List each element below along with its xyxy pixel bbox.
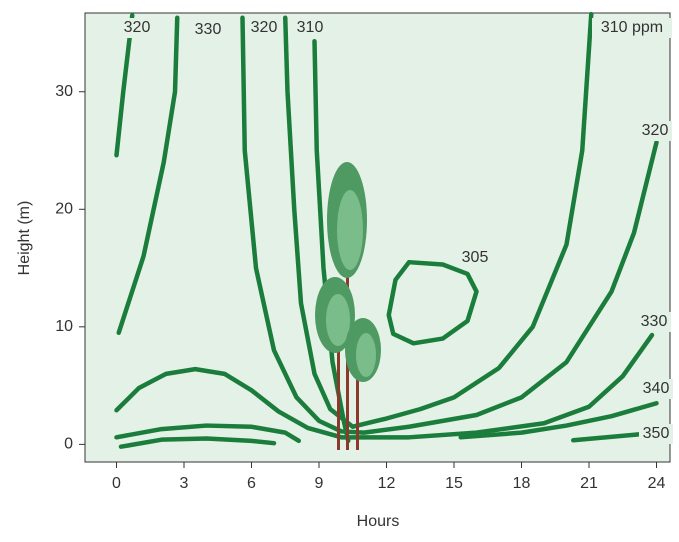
label-background <box>191 20 225 40</box>
plot-area <box>84 12 671 463</box>
contour-label: 320 <box>642 122 669 139</box>
y-tick-label: 20 <box>55 201 73 218</box>
x-tick-label: 18 <box>513 475 531 492</box>
contour-label: 305 <box>462 249 489 266</box>
label-background <box>120 18 154 38</box>
y-tick-label: 30 <box>55 83 73 100</box>
label-background <box>458 248 492 268</box>
label-background <box>639 379 673 399</box>
x-tick-label: 9 <box>315 475 324 492</box>
contour-line <box>339 332 655 440</box>
contour-line <box>283 11 594 429</box>
y-tick-label: 0 <box>64 436 73 453</box>
contour-line <box>386 259 479 346</box>
label-background <box>247 18 281 38</box>
label-background <box>639 424 673 444</box>
x-tick-label: 3 <box>180 475 189 492</box>
x-tick-label: 6 <box>247 475 256 492</box>
contour-label: 310 <box>297 19 324 36</box>
x-tick-label: 21 <box>580 475 598 492</box>
contour-label: 310 ppm <box>601 19 663 36</box>
contour-label: 330 <box>641 313 668 330</box>
label-background <box>293 18 327 38</box>
label-background <box>637 312 671 332</box>
contour-line <box>114 13 135 158</box>
contour-line <box>240 15 659 435</box>
contour-line <box>114 423 301 444</box>
label-background <box>638 121 672 141</box>
contour-line <box>118 436 277 449</box>
contour-label: 320 <box>124 19 151 36</box>
x-axis-label: Hours <box>357 513 400 530</box>
contour-line <box>571 432 641 443</box>
contour-label: 330 <box>195 21 222 38</box>
y-axis-label: Height (m) <box>16 201 33 276</box>
x-tick-label: 15 <box>445 475 463 492</box>
contour-label: 320 <box>251 19 278 36</box>
x-tick-label: 24 <box>648 475 666 492</box>
x-tick-label: 0 <box>112 475 121 492</box>
tree-illustration <box>315 162 381 450</box>
contour-label: 350 <box>643 425 670 442</box>
x-tick-label: 12 <box>378 475 396 492</box>
label-background <box>592 18 672 38</box>
contour-line <box>114 366 344 440</box>
contour-line <box>116 15 180 335</box>
contour-label: 340 <box>643 380 670 397</box>
contour-line <box>458 400 659 440</box>
y-tick-label: 10 <box>55 318 73 335</box>
